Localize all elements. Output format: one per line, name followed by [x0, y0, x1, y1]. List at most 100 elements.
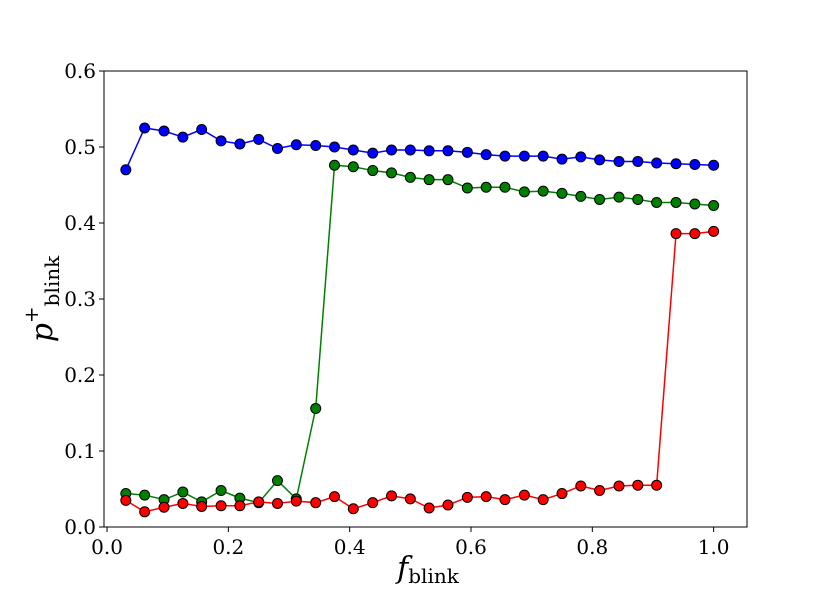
data-point	[329, 141, 341, 153]
data-point	[480, 491, 492, 503]
series-2	[120, 159, 720, 509]
data-point	[442, 174, 454, 186]
x-tick-label: 0.6	[455, 535, 487, 559]
data-point	[689, 158, 701, 170]
y-tick-label: 0.0	[64, 515, 96, 539]
data-point	[347, 503, 359, 515]
data-point	[139, 122, 151, 134]
data-point	[329, 159, 341, 171]
data-point	[404, 171, 416, 183]
data-point	[177, 486, 189, 498]
data-point	[423, 145, 435, 157]
data-point	[196, 500, 208, 512]
data-point	[310, 139, 322, 151]
data-point	[158, 501, 170, 513]
y-tick-label: 0.1	[64, 439, 96, 463]
data-point	[461, 491, 473, 503]
data-point	[120, 164, 132, 176]
y-tick-label: 0.4	[64, 211, 96, 235]
data-point	[253, 133, 265, 145]
y-tick-label: 0.6	[64, 59, 96, 83]
data-point	[670, 196, 682, 208]
axes-layer: 0.0 0.2 0.4 0.6 0.8 1.0 0.0 0.1 0.2 0.3 0.4 0.5 0.6	[64, 59, 729, 559]
series-line	[125, 164, 714, 504]
data-point	[271, 497, 283, 509]
x-tick-label: 1.0	[698, 535, 730, 559]
data-point	[386, 167, 398, 179]
data-point	[499, 494, 511, 506]
data-point	[347, 161, 359, 173]
data-point	[613, 480, 625, 492]
data-point	[215, 500, 227, 512]
data-point	[480, 149, 492, 161]
data-point	[423, 174, 435, 186]
y-tick-label: 0.2	[64, 363, 96, 387]
data-point	[139, 489, 151, 501]
data-point	[575, 480, 587, 492]
x-tick-label: 0.4	[334, 535, 366, 559]
data-point	[708, 200, 720, 212]
data-point	[290, 495, 302, 507]
data-point	[271, 475, 283, 487]
data-point	[632, 193, 644, 205]
data-point	[632, 479, 644, 491]
data-point	[329, 491, 341, 503]
data-point	[310, 497, 322, 509]
data-point	[177, 497, 189, 509]
y-tick-label: 0.3	[64, 287, 96, 311]
data-point	[613, 191, 625, 203]
data-point	[708, 225, 720, 237]
data-point	[518, 186, 530, 198]
data-point	[386, 490, 398, 502]
data-point	[613, 155, 625, 167]
data-point	[651, 479, 663, 491]
data-point	[556, 488, 568, 500]
x-tick-label: 0.2	[212, 535, 244, 559]
y-axis-label: p+blink	[19, 255, 64, 342]
data-point	[651, 157, 663, 169]
x-axis-label-sub: blink	[408, 564, 459, 588]
y-axis-label-sup: +	[19, 306, 43, 323]
data-point	[499, 150, 511, 162]
data-point	[708, 159, 720, 171]
data-point	[367, 147, 379, 159]
data-point	[234, 500, 246, 512]
data-point	[404, 493, 416, 505]
data-point	[537, 494, 549, 506]
series-line	[125, 127, 714, 171]
data-point	[518, 150, 530, 162]
plot-frame	[103, 70, 748, 528]
data-point	[290, 139, 302, 151]
data-point	[347, 144, 359, 156]
data-point	[158, 125, 170, 137]
data-point	[442, 145, 454, 157]
y-axis-label-main: p	[25, 323, 60, 342]
data-point	[423, 502, 435, 514]
data-point	[480, 181, 492, 193]
data-point	[367, 165, 379, 177]
data-point	[120, 494, 132, 506]
data-point	[575, 151, 587, 163]
data-point	[594, 485, 606, 497]
x-tick-label: 0.8	[576, 535, 608, 559]
x-axis-label: fblink	[395, 551, 460, 588]
data-point	[556, 153, 568, 165]
data-point	[310, 402, 322, 414]
series-line	[125, 230, 714, 513]
data-point	[670, 158, 682, 170]
data-point	[234, 138, 246, 150]
data-point	[594, 154, 606, 166]
data-point	[689, 228, 701, 240]
data-point	[499, 181, 511, 193]
y-axis-label-sub: blink	[40, 255, 64, 306]
data-point	[461, 146, 473, 158]
data-point	[670, 228, 682, 240]
data-point	[386, 144, 398, 156]
data-point	[404, 144, 416, 156]
data-point	[442, 499, 454, 511]
data-point	[537, 185, 549, 197]
series-3	[120, 225, 720, 518]
series-layer	[120, 122, 720, 518]
data-point	[139, 506, 151, 518]
